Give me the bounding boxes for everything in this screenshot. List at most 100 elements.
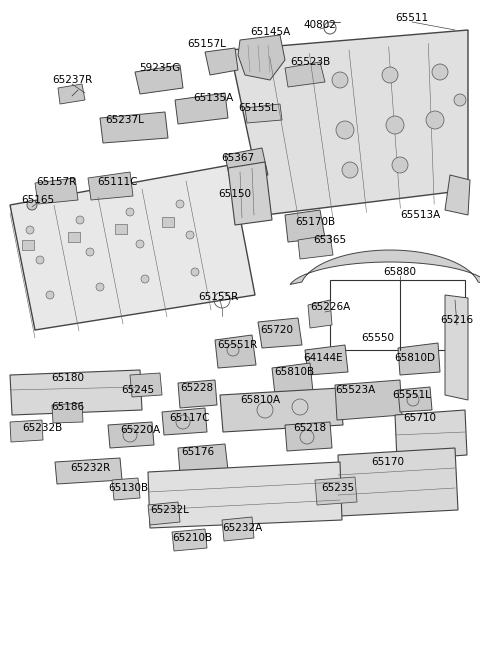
Text: 65237R: 65237R [52, 75, 92, 85]
Text: 65228: 65228 [180, 383, 214, 393]
Polygon shape [220, 388, 343, 432]
Polygon shape [172, 529, 207, 551]
Text: 65210B: 65210B [172, 533, 212, 543]
Polygon shape [100, 112, 168, 143]
Text: 65226A: 65226A [310, 302, 350, 312]
Text: 65180: 65180 [51, 373, 84, 383]
Text: 65523A: 65523A [335, 385, 375, 395]
Polygon shape [285, 422, 332, 451]
Text: 65245: 65245 [121, 385, 155, 395]
Text: 65220A: 65220A [120, 425, 160, 435]
Circle shape [191, 268, 199, 276]
Text: 65235: 65235 [322, 483, 355, 493]
Text: 65365: 65365 [313, 235, 347, 245]
Text: 65165: 65165 [22, 195, 55, 205]
Polygon shape [245, 104, 282, 123]
Text: 65523B: 65523B [290, 57, 330, 67]
Circle shape [26, 226, 34, 234]
Polygon shape [215, 335, 256, 368]
Text: 65145A: 65145A [250, 27, 290, 37]
Circle shape [336, 121, 354, 139]
Text: 65513A: 65513A [400, 210, 440, 220]
Polygon shape [10, 370, 142, 415]
Polygon shape [290, 250, 480, 284]
Polygon shape [395, 410, 467, 460]
Text: 65367: 65367 [221, 153, 254, 163]
Polygon shape [285, 62, 325, 87]
Polygon shape [315, 477, 357, 505]
Text: 65232A: 65232A [222, 523, 262, 533]
Polygon shape [338, 448, 458, 516]
Circle shape [96, 283, 104, 291]
Polygon shape [58, 84, 85, 104]
Text: 65155R: 65155R [198, 292, 238, 302]
Polygon shape [445, 175, 470, 215]
Polygon shape [258, 318, 302, 348]
Circle shape [454, 94, 466, 106]
Circle shape [136, 240, 144, 248]
Text: 40802: 40802 [303, 20, 336, 30]
Bar [330, 280, 465, 350]
Polygon shape [175, 93, 228, 124]
Polygon shape [222, 517, 254, 541]
Circle shape [392, 157, 408, 173]
Circle shape [432, 64, 448, 80]
Polygon shape [298, 235, 333, 259]
Text: 65117C: 65117C [170, 413, 210, 423]
Polygon shape [272, 363, 313, 395]
Circle shape [176, 200, 184, 208]
Circle shape [426, 111, 444, 129]
Polygon shape [148, 502, 180, 525]
Text: 65237L: 65237L [106, 115, 144, 125]
Text: 65150: 65150 [218, 189, 252, 199]
Text: 65810B: 65810B [274, 367, 314, 377]
Polygon shape [305, 345, 348, 375]
Polygon shape [135, 65, 183, 94]
Polygon shape [148, 462, 342, 528]
Text: 65216: 65216 [441, 315, 474, 325]
Text: 65155L: 65155L [239, 103, 277, 113]
Text: 65710: 65710 [404, 413, 436, 423]
Polygon shape [398, 387, 432, 412]
Text: 65880: 65880 [384, 267, 417, 277]
Text: 65130B: 65130B [108, 483, 148, 493]
Polygon shape [238, 35, 285, 80]
Circle shape [386, 116, 404, 134]
Text: 65551L: 65551L [393, 390, 432, 400]
Text: 64144E: 64144E [303, 353, 343, 363]
Polygon shape [10, 420, 43, 442]
Polygon shape [228, 162, 272, 225]
Polygon shape [130, 373, 162, 397]
Text: 65135A: 65135A [193, 93, 233, 103]
Text: 65157L: 65157L [188, 39, 227, 49]
Circle shape [76, 216, 84, 224]
Text: 65157R: 65157R [36, 177, 76, 187]
Polygon shape [178, 380, 217, 408]
Bar [162, 217, 174, 227]
Polygon shape [55, 458, 122, 484]
Polygon shape [178, 444, 228, 474]
Polygon shape [335, 380, 402, 420]
Text: 65218: 65218 [293, 423, 326, 433]
Polygon shape [285, 210, 325, 242]
Bar [22, 240, 34, 250]
Polygon shape [308, 300, 332, 328]
Text: 65810A: 65810A [240, 395, 280, 405]
Text: 65550: 65550 [361, 333, 395, 343]
Text: 65176: 65176 [181, 447, 215, 457]
Text: 65170: 65170 [372, 457, 405, 467]
Polygon shape [35, 178, 78, 204]
Text: 59235G: 59235G [139, 63, 180, 73]
Circle shape [46, 291, 54, 299]
Polygon shape [230, 30, 468, 215]
Polygon shape [398, 343, 440, 375]
Circle shape [342, 162, 358, 178]
Polygon shape [225, 148, 268, 180]
Circle shape [186, 231, 194, 239]
Bar [68, 232, 80, 242]
Polygon shape [112, 478, 140, 500]
Circle shape [382, 67, 398, 83]
Polygon shape [205, 48, 238, 75]
Circle shape [36, 256, 44, 264]
Text: 65810D: 65810D [395, 353, 435, 363]
